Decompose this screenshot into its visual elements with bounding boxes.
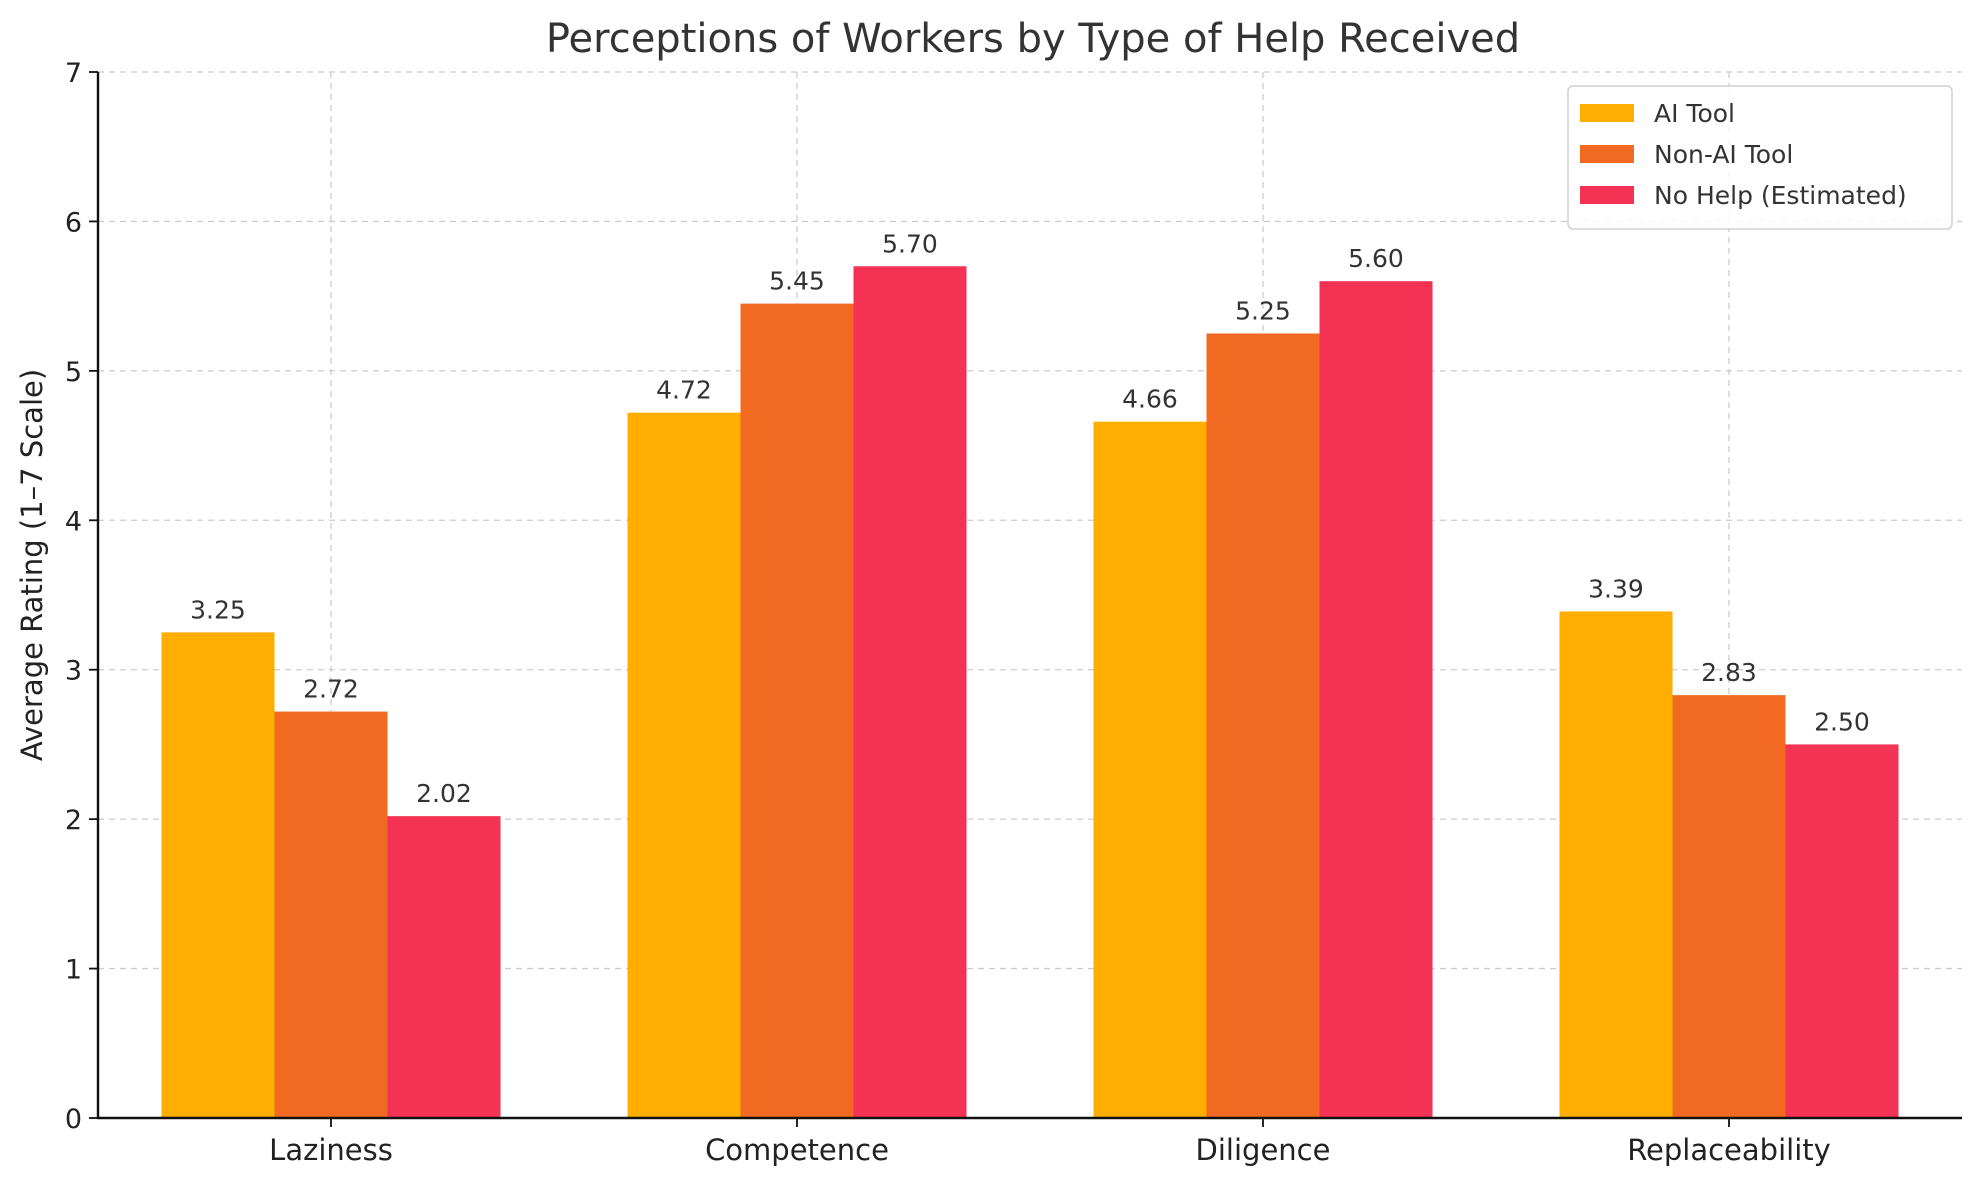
- legend-label: AI Tool: [1654, 99, 1735, 128]
- bar-value-label: 2.83: [1701, 658, 1757, 687]
- bar: [740, 303, 854, 1119]
- x-tick-label: Diligence: [1196, 1133, 1331, 1167]
- bar: [1672, 695, 1786, 1118]
- bar-value-label: 4.66: [1122, 385, 1178, 414]
- legend: AI Tool Non-AI Tool No Help (Estimated): [1567, 85, 1953, 230]
- y-tick-label: 0: [65, 1104, 82, 1135]
- legend-swatch: [1580, 104, 1634, 122]
- axes: 0 1 2 3 4 5 6 7 Laziness Competence Diligence Repla…: [65, 58, 1962, 1167]
- x-tick-label: Laziness: [269, 1133, 393, 1167]
- bar-value-label: 4.72: [656, 376, 712, 405]
- bar-value-label: 2.50: [1814, 707, 1870, 736]
- bar-value-label: 5.25: [1235, 297, 1291, 326]
- bar: [853, 266, 967, 1118]
- bar-value-label: 5.60: [1348, 244, 1404, 273]
- bar-value-label: 2.02: [416, 779, 472, 808]
- bar-value-label: 3.39: [1588, 574, 1644, 603]
- y-tick-label: 7: [65, 58, 82, 89]
- x-tick-label: Competence: [705, 1133, 889, 1167]
- bar-value-label: 5.70: [882, 229, 938, 258]
- bar: [1785, 744, 1899, 1118]
- y-tick-label: 6: [65, 207, 82, 238]
- bar-value-label: 3.25: [190, 595, 246, 624]
- bar: [1206, 333, 1320, 1118]
- legend-box: [1567, 85, 1953, 230]
- legend-swatch: [1580, 145, 1634, 163]
- bar: [1559, 611, 1673, 1118]
- bar: [627, 412, 741, 1118]
- bar-value-label: 5.45: [769, 267, 825, 296]
- bar: [161, 632, 275, 1118]
- bar: [387, 816, 501, 1118]
- bars: 3.25 4.72 4.66 3.39 2.72 5.45 5.25 2.83 2.02 5.70…: [161, 229, 1899, 1119]
- bar: [1093, 421, 1207, 1119]
- bar: [1319, 281, 1433, 1118]
- bar: [274, 711, 388, 1118]
- legend-label: Non-AI Tool: [1654, 140, 1793, 169]
- x-tick-label: Replaceability: [1627, 1133, 1831, 1167]
- bar-value-label: 2.72: [303, 675, 359, 704]
- y-tick-label: 4: [65, 506, 82, 537]
- y-tick-label: 3: [65, 656, 82, 687]
- legend-label: No Help (Estimated): [1654, 181, 1907, 210]
- y-tick-label: 2: [65, 805, 82, 836]
- legend-swatch: [1580, 186, 1634, 204]
- chart-title: Perceptions of Workers by Type of Help R…: [546, 16, 1520, 62]
- y-tick-label: 1: [65, 955, 82, 986]
- y-axis-label: Average Rating (1–7 Scale): [15, 369, 49, 761]
- y-tick-label: 5: [65, 357, 82, 388]
